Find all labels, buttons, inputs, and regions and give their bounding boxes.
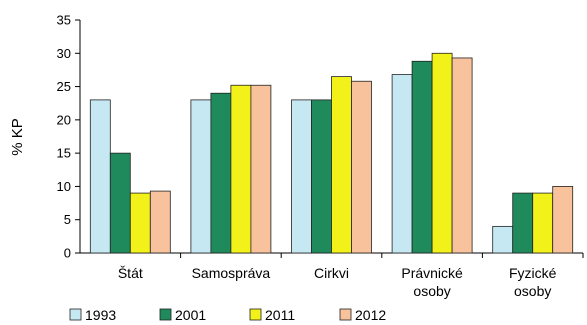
y-tick-label: 35 — [57, 13, 71, 28]
y-tick-label: 25 — [57, 79, 71, 94]
legend-swatch-1993 — [69, 308, 82, 321]
bar-2001-0 — [109, 152, 131, 254]
bar-2001-2 — [311, 99, 332, 254]
y-tick-label: 30 — [57, 46, 71, 61]
bar-1993-0 — [89, 99, 111, 254]
y-tick-label: 5 — [64, 212, 71, 227]
bar-2011-1 — [230, 84, 252, 254]
bar-2012-3 — [451, 57, 473, 254]
category-label: Štát — [118, 265, 143, 281]
y-axis-label: % KP — [9, 118, 26, 156]
bar-2011-3 — [431, 52, 453, 254]
bar-2011-4 — [532, 192, 554, 254]
bar-2012-1 — [250, 84, 272, 254]
bar-2011-2 — [331, 76, 352, 254]
category-label: Právnické — [401, 265, 463, 281]
legend-swatch-2001 — [159, 308, 172, 321]
category-label: osoby — [514, 283, 551, 299]
legend-swatch-2011 — [249, 308, 262, 321]
y-ticks: 0 5 10 15 20 25 30 35 — [57, 13, 80, 261]
legend: 1993 2001 2011 2012 — [69, 307, 386, 323]
bar-1993-3 — [391, 74, 413, 254]
category-label: Samospráva — [192, 265, 271, 281]
legend-label-1993: 1993 — [85, 307, 116, 323]
bar-2001-1 — [210, 92, 232, 254]
bar-2012-2 — [351, 80, 372, 254]
legend-label-2001: 2001 — [175, 307, 206, 323]
category-labels: Štát Samospráva Cirkvi Právnické osoby Fyzick… — [118, 265, 557, 299]
bar-1993-4 — [492, 225, 514, 254]
bar-1993-1 — [190, 99, 212, 254]
bar-2011-0 — [129, 192, 151, 254]
y-tick-label: 10 — [57, 179, 71, 194]
bar-2001-3 — [411, 60, 433, 254]
legend-swatch-2012 — [339, 308, 352, 321]
category-label: osoby — [413, 283, 450, 299]
bar-2012-0 — [149, 190, 171, 254]
category-label: Fyzické — [509, 265, 557, 281]
bar-2012-4 — [552, 186, 574, 254]
legend-label-2011: 2011 — [265, 307, 295, 323]
y-tick-label: 15 — [57, 146, 71, 161]
bar-1993-2 — [291, 99, 312, 254]
category-label: Cirkvi — [314, 265, 349, 281]
y-tick-label: 20 — [57, 112, 71, 127]
bars — [89, 52, 584, 258]
bar-2001-4 — [512, 192, 534, 254]
y-tick-label: 0 — [64, 246, 71, 261]
legend-label-2012: 2012 — [355, 307, 386, 323]
